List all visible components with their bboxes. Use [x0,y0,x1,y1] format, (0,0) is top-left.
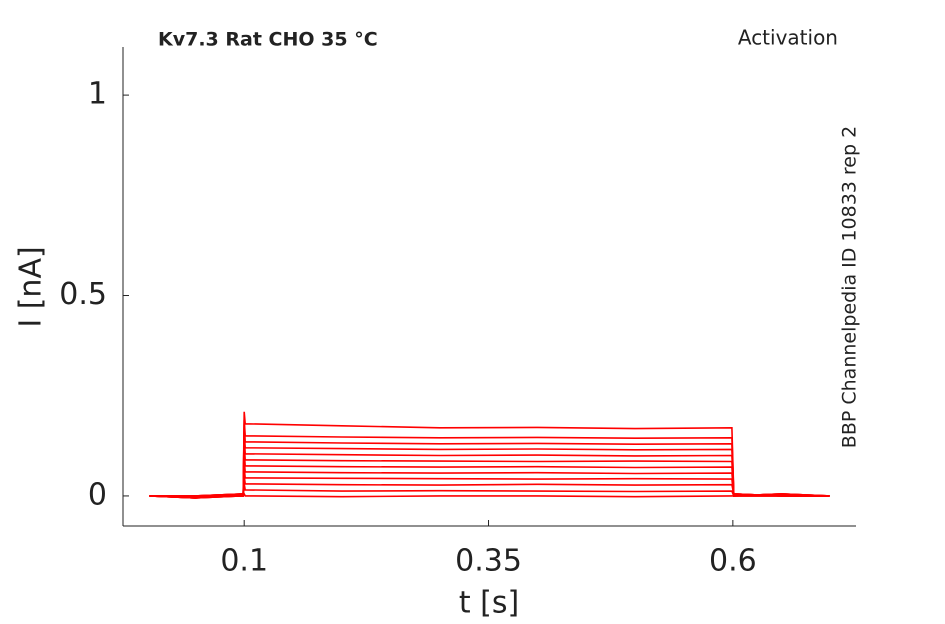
trace [149,443,830,497]
chart-subtitle: Activation [738,26,838,50]
trace [149,483,830,497]
y-axis-label: I [nA] [14,246,49,327]
y-tick-label: 0.5 [59,277,107,312]
annotation: BBP Channelpedia ID 10833 rep 2 [839,126,861,448]
x-tick-label: 0.1 [220,544,268,579]
x-tick-label: 0.6 [709,544,757,579]
trace [149,492,830,499]
x-axis-label: t [s] [459,586,519,621]
chart-title: Kv7.3 Rat CHO 35 °C [158,29,378,51]
y-tick-label: 1 [88,77,107,112]
y-tick-label: 0 [88,477,107,512]
trace [149,411,830,499]
x-tick-label: 0.35 [455,544,522,579]
